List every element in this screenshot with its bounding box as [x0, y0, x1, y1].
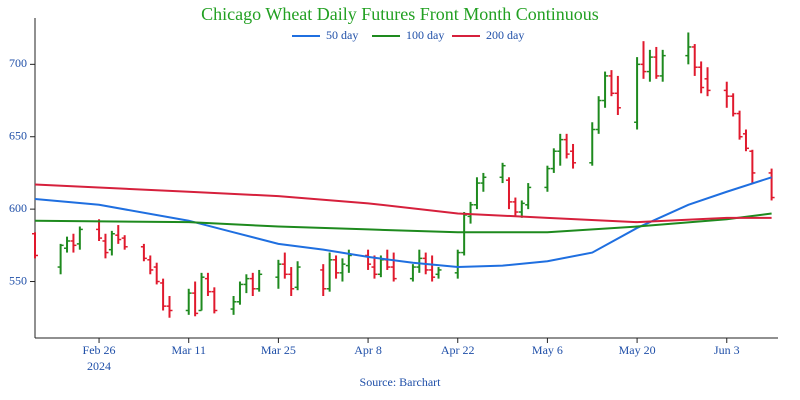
x-tick-label: Apr 8: [354, 343, 382, 357]
moving-average-line: [34, 176, 772, 269]
chart-title: Chicago Wheat Daily Futures Front Month …: [201, 4, 599, 24]
x-tick-label: Apr 22: [441, 343, 475, 357]
x-tick-label: May 20: [619, 343, 656, 357]
y-tick-label: 650: [9, 128, 27, 142]
x-tick-label: May 6: [532, 343, 563, 357]
x-tick-label: Jun 3: [714, 343, 740, 357]
x-tick-label: Mar 11: [171, 343, 206, 357]
legend-label: 50 day: [326, 28, 358, 42]
y-tick-label: 550: [9, 273, 27, 287]
source-note: Source: Barchart: [360, 375, 442, 389]
x-tick-label: Feb 26: [83, 343, 116, 357]
moving-average-line: [34, 183, 772, 224]
y-tick-label: 600: [9, 201, 27, 215]
x-year-label: 2024: [87, 359, 111, 373]
legend-label: 200 day: [486, 28, 524, 42]
legend-label: 100 day: [406, 28, 444, 42]
y-tick-label: 700: [9, 56, 27, 70]
moving-average-line: [34, 212, 772, 234]
x-tick-label: Mar 25: [261, 343, 296, 357]
